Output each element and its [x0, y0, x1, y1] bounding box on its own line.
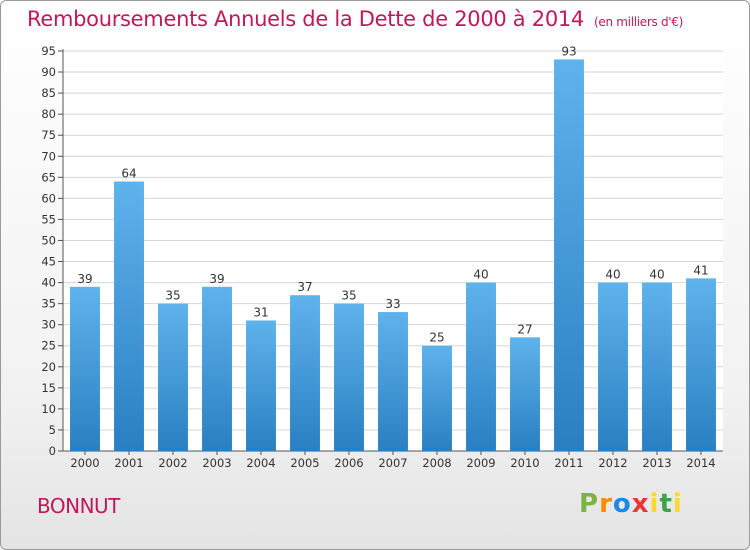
chart-unit-note: (en milliers d'€) — [594, 15, 684, 29]
x-tick-label: 2003 — [202, 456, 231, 470]
bar-2010 — [510, 337, 540, 451]
y-tick-label: 35 — [41, 297, 56, 311]
y-tick-label: 75 — [41, 128, 56, 142]
bar-2012 — [598, 282, 628, 451]
x-tick-label: 2012 — [598, 456, 627, 470]
x-tick-label: 2010 — [510, 456, 539, 470]
x-tick-label: 2004 — [246, 456, 275, 470]
y-tick-label: 90 — [41, 65, 56, 79]
x-tick-label: 2002 — [158, 456, 187, 470]
y-tick-label: 10 — [41, 402, 56, 416]
x-tick-label: 2007 — [378, 456, 407, 470]
y-tick-label: 5 — [49, 423, 56, 437]
bar-2005 — [290, 295, 320, 451]
data-label: 40 — [473, 268, 488, 282]
y-tick-label: 65 — [41, 170, 56, 184]
data-label: 37 — [297, 280, 312, 294]
y-tick-label: 30 — [41, 318, 56, 332]
x-tick-label: 2013 — [642, 456, 671, 470]
y-tick-label: 25 — [41, 339, 56, 353]
data-label: 64 — [121, 167, 136, 181]
bar-2001 — [114, 181, 144, 452]
data-label: 35 — [341, 289, 356, 303]
y-tick-label: 55 — [41, 212, 56, 226]
bar-2003 — [202, 286, 232, 451]
y-tick-label: 85 — [41, 86, 56, 100]
bar-2007 — [378, 312, 408, 451]
data-label: 40 — [605, 268, 620, 282]
y-tick-label: 80 — [41, 107, 56, 121]
x-tick-label: 2001 — [114, 456, 143, 470]
town-name: BONNUT — [37, 494, 120, 518]
y-tick-label: 15 — [41, 381, 56, 395]
chart-title: Remboursements Annuels de la Dette de 20… — [27, 7, 683, 31]
data-label: 40 — [649, 268, 664, 282]
data-label: 25 — [429, 331, 444, 345]
data-label: 93 — [561, 44, 576, 58]
data-label: 31 — [253, 305, 268, 319]
y-tick-label: 60 — [41, 191, 56, 205]
x-tick-label: 2014 — [686, 456, 715, 470]
data-label: 39 — [77, 272, 92, 286]
proxiti-logo: Proxiti — [579, 489, 683, 519]
x-tick-label: 2005 — [290, 456, 319, 470]
chart-title-text: Remboursements Annuels de la Dette de 20… — [27, 7, 584, 31]
bar-2014 — [686, 278, 716, 451]
x-tick-label: 2006 — [334, 456, 363, 470]
y-tick-label: 50 — [41, 233, 56, 247]
y-tick-label: 45 — [41, 255, 56, 269]
bar-2006 — [334, 303, 364, 451]
x-tick-label: 2000 — [70, 456, 99, 470]
bar-2008 — [422, 345, 452, 451]
bar-2009 — [466, 282, 496, 451]
bar-2004 — [246, 320, 276, 451]
data-label: 33 — [385, 297, 400, 311]
y-tick-label: 0 — [49, 444, 56, 458]
y-tick-label: 40 — [41, 276, 56, 290]
x-tick-label: 2009 — [466, 456, 495, 470]
x-tick-label: 2008 — [422, 456, 451, 470]
data-label: 35 — [165, 289, 180, 303]
bar-2013 — [642, 282, 672, 451]
y-tick-label: 70 — [41, 149, 56, 163]
bar-2002 — [158, 303, 188, 451]
y-tick-label: 20 — [41, 360, 56, 374]
data-label: 41 — [693, 263, 708, 277]
bar-2000 — [70, 286, 100, 451]
data-label: 39 — [209, 272, 224, 286]
x-tick-label: 2011 — [554, 456, 583, 470]
bar-2011 — [554, 59, 584, 451]
data-label: 27 — [517, 322, 532, 336]
y-tick-label: 95 — [41, 44, 56, 58]
